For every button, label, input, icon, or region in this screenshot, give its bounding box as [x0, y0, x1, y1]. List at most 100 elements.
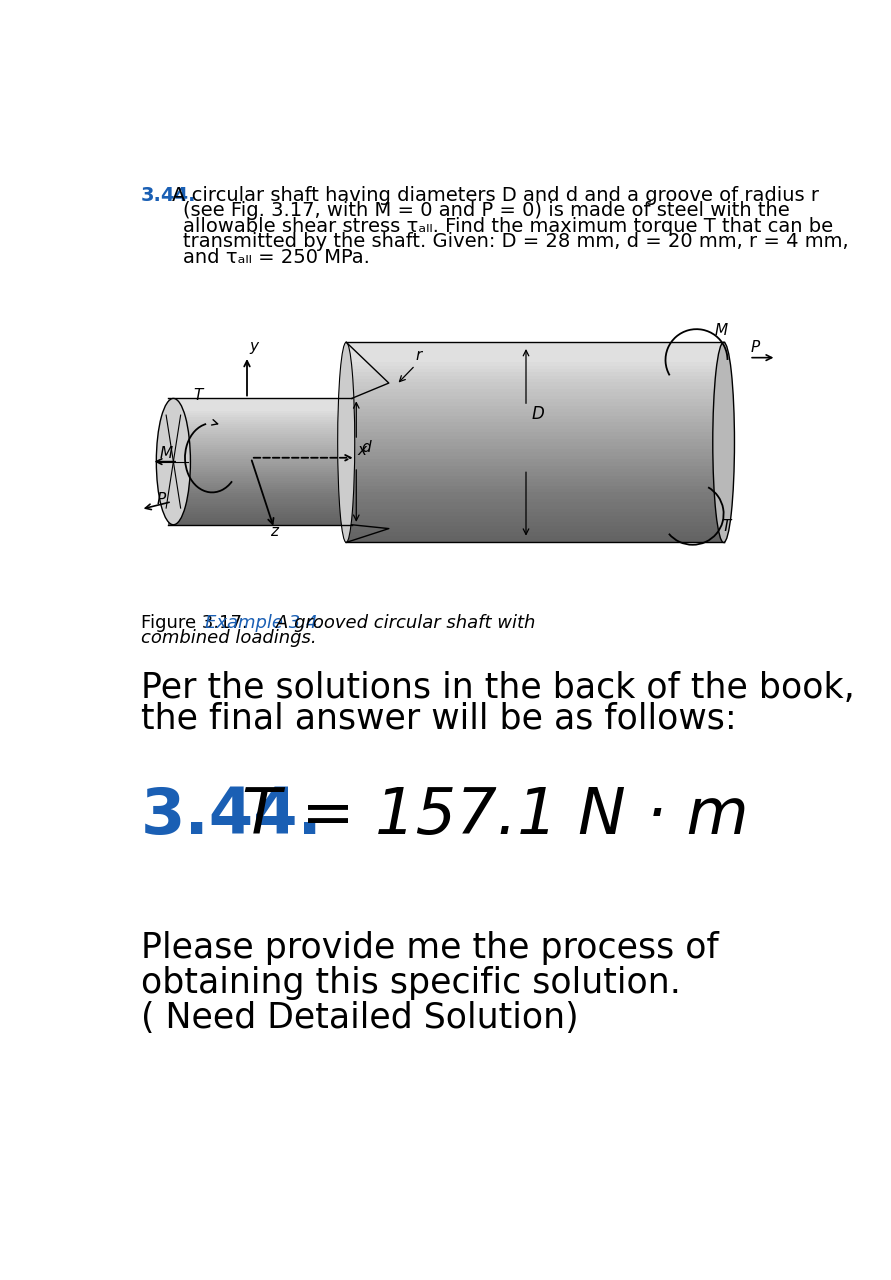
Polygon shape [168, 410, 352, 411]
Polygon shape [168, 521, 352, 522]
Polygon shape [347, 375, 723, 379]
Polygon shape [347, 506, 723, 509]
Polygon shape [347, 419, 723, 422]
Polygon shape [168, 506, 352, 508]
Polygon shape [347, 385, 723, 389]
Polygon shape [168, 509, 352, 512]
Polygon shape [347, 493, 723, 495]
Polygon shape [168, 457, 352, 460]
Polygon shape [347, 406, 723, 410]
Polygon shape [347, 429, 723, 433]
Polygon shape [168, 470, 352, 472]
Polygon shape [347, 522, 723, 526]
Polygon shape [168, 502, 352, 504]
Polygon shape [168, 447, 352, 449]
Polygon shape [168, 426, 352, 428]
Text: Figure 3.17.: Figure 3.17. [141, 614, 257, 632]
Polygon shape [347, 439, 723, 443]
Polygon shape [168, 516, 352, 518]
Polygon shape [347, 366, 723, 369]
Polygon shape [347, 509, 723, 512]
Text: 3.44.: 3.44. [141, 785, 323, 847]
Polygon shape [347, 422, 723, 426]
Polygon shape [347, 526, 723, 529]
Polygon shape [347, 472, 723, 476]
Polygon shape [168, 413, 352, 415]
Polygon shape [347, 460, 723, 462]
Polygon shape [168, 440, 352, 443]
Polygon shape [347, 426, 723, 429]
Ellipse shape [713, 342, 734, 543]
Text: and τₐₗₗ = 250 MPa.: and τₐₗₗ = 250 MPa. [184, 247, 371, 266]
Text: Please provide me the process of: Please provide me the process of [141, 932, 718, 965]
Polygon shape [168, 493, 352, 495]
Polygon shape [168, 495, 352, 498]
Polygon shape [168, 434, 352, 436]
Polygon shape [347, 483, 723, 485]
Text: x: x [358, 443, 367, 458]
Polygon shape [168, 462, 352, 463]
Text: d: d [361, 440, 371, 456]
Text: transmitted by the shaft. Given: D = 28 mm, d = 20 mm, r = 4 mm,: transmitted by the shaft. Given: D = 28 … [184, 232, 849, 251]
Text: A circular shaft having diameters D and d and a groove of radius r: A circular shaft having diameters D and … [172, 186, 819, 205]
Polygon shape [347, 532, 723, 536]
Polygon shape [168, 512, 352, 515]
Polygon shape [347, 352, 723, 356]
Text: the final answer will be as follows:: the final answer will be as follows: [141, 701, 737, 736]
Polygon shape [347, 402, 723, 406]
Polygon shape [347, 379, 723, 383]
Text: Per the solutions in the back of the book,: Per the solutions in the back of the boo… [141, 671, 854, 705]
Polygon shape [168, 444, 352, 447]
Polygon shape [168, 468, 352, 470]
Polygon shape [347, 410, 723, 412]
Polygon shape [168, 480, 352, 483]
Polygon shape [168, 486, 352, 489]
Text: M: M [159, 445, 173, 461]
Polygon shape [168, 436, 352, 439]
Text: allowable shear stress τₐₗₗ. Find the maximum torque T that can be: allowable shear stress τₐₗₗ. Find the ma… [184, 216, 834, 236]
Polygon shape [168, 430, 352, 433]
Polygon shape [168, 398, 352, 401]
Polygon shape [347, 433, 723, 435]
Text: y: y [249, 339, 258, 355]
Text: T: T [722, 518, 731, 534]
Text: P: P [751, 340, 760, 356]
Polygon shape [168, 476, 352, 479]
Polygon shape [347, 462, 723, 466]
Text: A grooved circular shaft with: A grooved circular shaft with [267, 614, 535, 632]
Polygon shape [347, 356, 723, 358]
Polygon shape [168, 518, 352, 521]
Text: 3.44.: 3.44. [141, 186, 196, 205]
Text: D: D [531, 406, 544, 424]
Polygon shape [168, 499, 352, 502]
Polygon shape [168, 460, 352, 462]
Polygon shape [347, 489, 723, 493]
Polygon shape [168, 451, 352, 453]
Polygon shape [347, 383, 723, 385]
Text: ( Need Detailed Solution): ( Need Detailed Solution) [141, 1001, 578, 1034]
Polygon shape [168, 424, 352, 426]
Polygon shape [347, 476, 723, 479]
Polygon shape [168, 453, 352, 456]
Polygon shape [347, 539, 723, 543]
Polygon shape [168, 417, 352, 420]
Polygon shape [347, 445, 723, 449]
Polygon shape [347, 529, 723, 532]
Polygon shape [347, 362, 723, 366]
Text: r: r [416, 348, 422, 364]
Polygon shape [168, 407, 352, 410]
Text: combined loadings.: combined loadings. [141, 630, 316, 648]
Polygon shape [168, 439, 352, 440]
Polygon shape [347, 372, 723, 375]
Text: obtaining this specific solution.: obtaining this specific solution. [141, 966, 681, 1000]
Polygon shape [347, 358, 723, 362]
Polygon shape [347, 399, 723, 402]
Polygon shape [168, 479, 352, 480]
Polygon shape [347, 512, 723, 516]
Polygon shape [168, 472, 352, 474]
Polygon shape [168, 415, 352, 417]
Polygon shape [347, 495, 723, 499]
Polygon shape [347, 456, 723, 460]
Polygon shape [347, 485, 723, 489]
Polygon shape [168, 508, 352, 509]
